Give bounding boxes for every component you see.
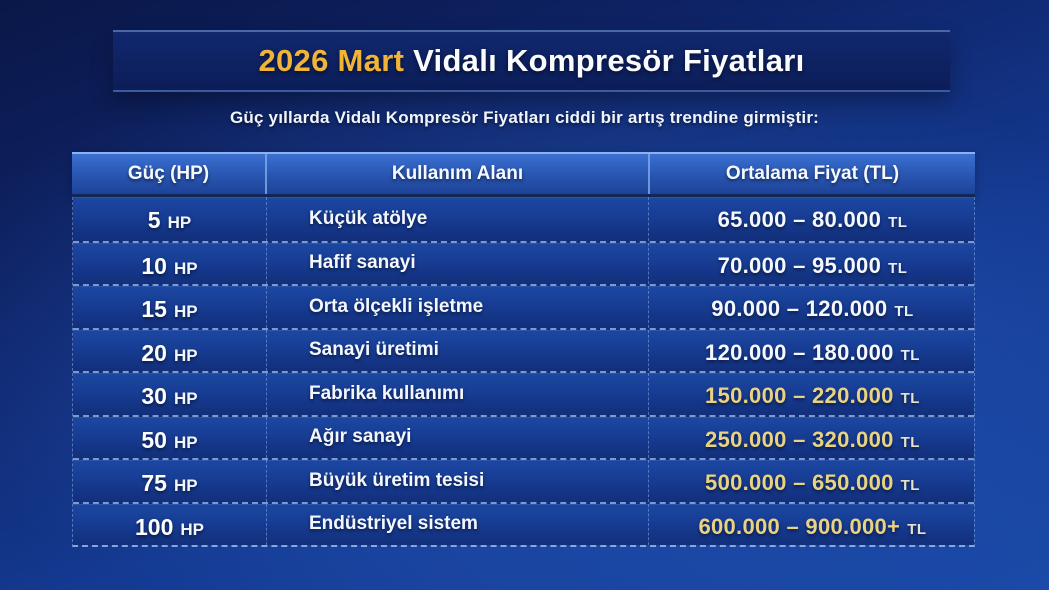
price-cell: 250.000 – 320.000 TL — [649, 417, 976, 459]
price-range: 600.000 – 900.000+ — [698, 513, 901, 539]
table-row: 20 HP Sanayi üretimi 120.000 – 180.000 T… — [73, 327, 976, 372]
price-cell: 90.000 – 120.000 TL — [649, 286, 976, 328]
table-header-row: Güç (HP) Kullanım Alanı Ortalama Fiyat (… — [72, 152, 975, 197]
power-unit: HP — [173, 432, 198, 452]
table-body: 5 HP Küçük atölye 65.000 – 80.000 TL 10 … — [72, 197, 975, 547]
price-cell: 120.000 – 180.000 TL — [649, 330, 976, 372]
price-range: 90.000 – 120.000 — [711, 296, 888, 321]
power-value: 10 — [141, 252, 167, 279]
price-range: 500.000 – 650.000 — [705, 470, 894, 495]
power-value: 100 — [135, 513, 174, 540]
table-row: 100 HP Endüstriyel sistem 600.000 – 900.… — [73, 501, 976, 546]
usage-cell: Endüstriyel sistem — [266, 503, 649, 545]
price-range: 150.000 – 220.000 — [705, 383, 894, 408]
power-unit: HP — [173, 345, 198, 365]
header-price: Ortalama Fiyat (TL) — [648, 154, 975, 194]
power-value: 15 — [141, 296, 167, 322]
power-value: 75 — [141, 470, 167, 496]
power-unit: HP — [173, 476, 198, 495]
price-range: 65.000 – 80.000 — [717, 207, 882, 232]
power-unit: HP — [167, 213, 192, 232]
power-unit: HP — [173, 389, 198, 408]
power-cell: 10 HP — [73, 243, 266, 285]
table-row: 15 HP Orta ölçekli işletme 90.000 – 120.… — [73, 284, 974, 328]
table-row: 30 HP Fabrika kullanımı 150.000 – 220.00… — [73, 371, 974, 415]
usage-cell: Orta ölçekli işletme — [266, 286, 649, 328]
table-row: 75 HP Büyük üretim tesisi 500.000 – 650.… — [73, 458, 974, 502]
price-cell: 150.000 – 220.000 TL — [649, 373, 976, 415]
price-table: Güç (HP) Kullanım Alanı Ortalama Fiyat (… — [72, 152, 975, 547]
price-range: 250.000 – 320.000 — [705, 426, 894, 452]
price-cell: 70.000 – 95.000 TL — [649, 243, 976, 285]
power-unit: HP — [180, 519, 204, 539]
power-cell: 5 HP — [73, 197, 266, 241]
price-unit: TL — [907, 520, 927, 538]
header-usage: Kullanım Alanı — [265, 154, 648, 194]
price-cell: 500.000 – 650.000 TL — [649, 460, 976, 502]
title-banner: 2026 Mart Vidalı Kompresör Fiyatları — [113, 30, 950, 92]
title-highlight: 2026 Mart — [258, 43, 405, 78]
price-unit: TL — [900, 346, 920, 364]
usage-cell: Büyük üretim tesisi — [266, 460, 649, 502]
table-row: 10 HP Hafif sanayi 70.000 – 95.000 TL — [73, 240, 976, 285]
price-unit: TL — [894, 303, 914, 320]
price-unit: TL — [900, 433, 920, 451]
power-cell: 30 HP — [73, 373, 266, 415]
header-power: Güç (HP) — [127, 163, 210, 184]
price-range: 120.000 – 180.000 — [705, 339, 894, 365]
power-unit: HP — [173, 302, 198, 321]
title-rest: Vidalı Kompresör Fiyatları — [404, 43, 805, 78]
price-cell: 600.000 – 900.000+ TL — [649, 504, 976, 546]
power-unit: HP — [173, 258, 198, 278]
usage-cell: Hafif sanayi — [266, 242, 649, 284]
price-cell: 65.000 – 80.000 TL — [649, 197, 976, 241]
power-cell: 20 HP — [73, 330, 266, 372]
power-cell: 50 HP — [73, 417, 266, 459]
page-title: 2026 Mart Vidalı Kompresör Fiyatları — [258, 43, 804, 79]
usage-cell: Küçük atölye — [266, 197, 649, 241]
price-unit: TL — [900, 390, 920, 407]
usage-cell: Sanayi üretimi — [266, 329, 649, 371]
price-unit: TL — [900, 477, 920, 494]
power-value: 30 — [141, 383, 167, 409]
power-cell: 100 HP — [73, 504, 266, 546]
subtitle: Güç yıllarda Vidalı Kompresör Fiyatları … — [229, 108, 820, 127]
price-range: 70.000 – 95.000 — [717, 252, 882, 278]
power-cell: 15 HP — [73, 286, 266, 328]
price-unit: TL — [888, 214, 908, 231]
usage-cell: Ağır sanayi — [266, 416, 649, 458]
power-cell: 75 HP — [73, 460, 266, 502]
power-value: 20 — [141, 339, 167, 366]
table-row: 50 HP Ağır sanayi 250.000 – 320.000 TL — [73, 414, 976, 459]
table-row: 5 HP Küçük atölye 65.000 – 80.000 TL — [73, 197, 974, 241]
power-value: 5 — [147, 207, 161, 233]
power-value: 50 — [141, 426, 167, 453]
usage-cell: Fabrika kullanımı — [266, 373, 649, 415]
price-unit: TL — [888, 259, 908, 277]
